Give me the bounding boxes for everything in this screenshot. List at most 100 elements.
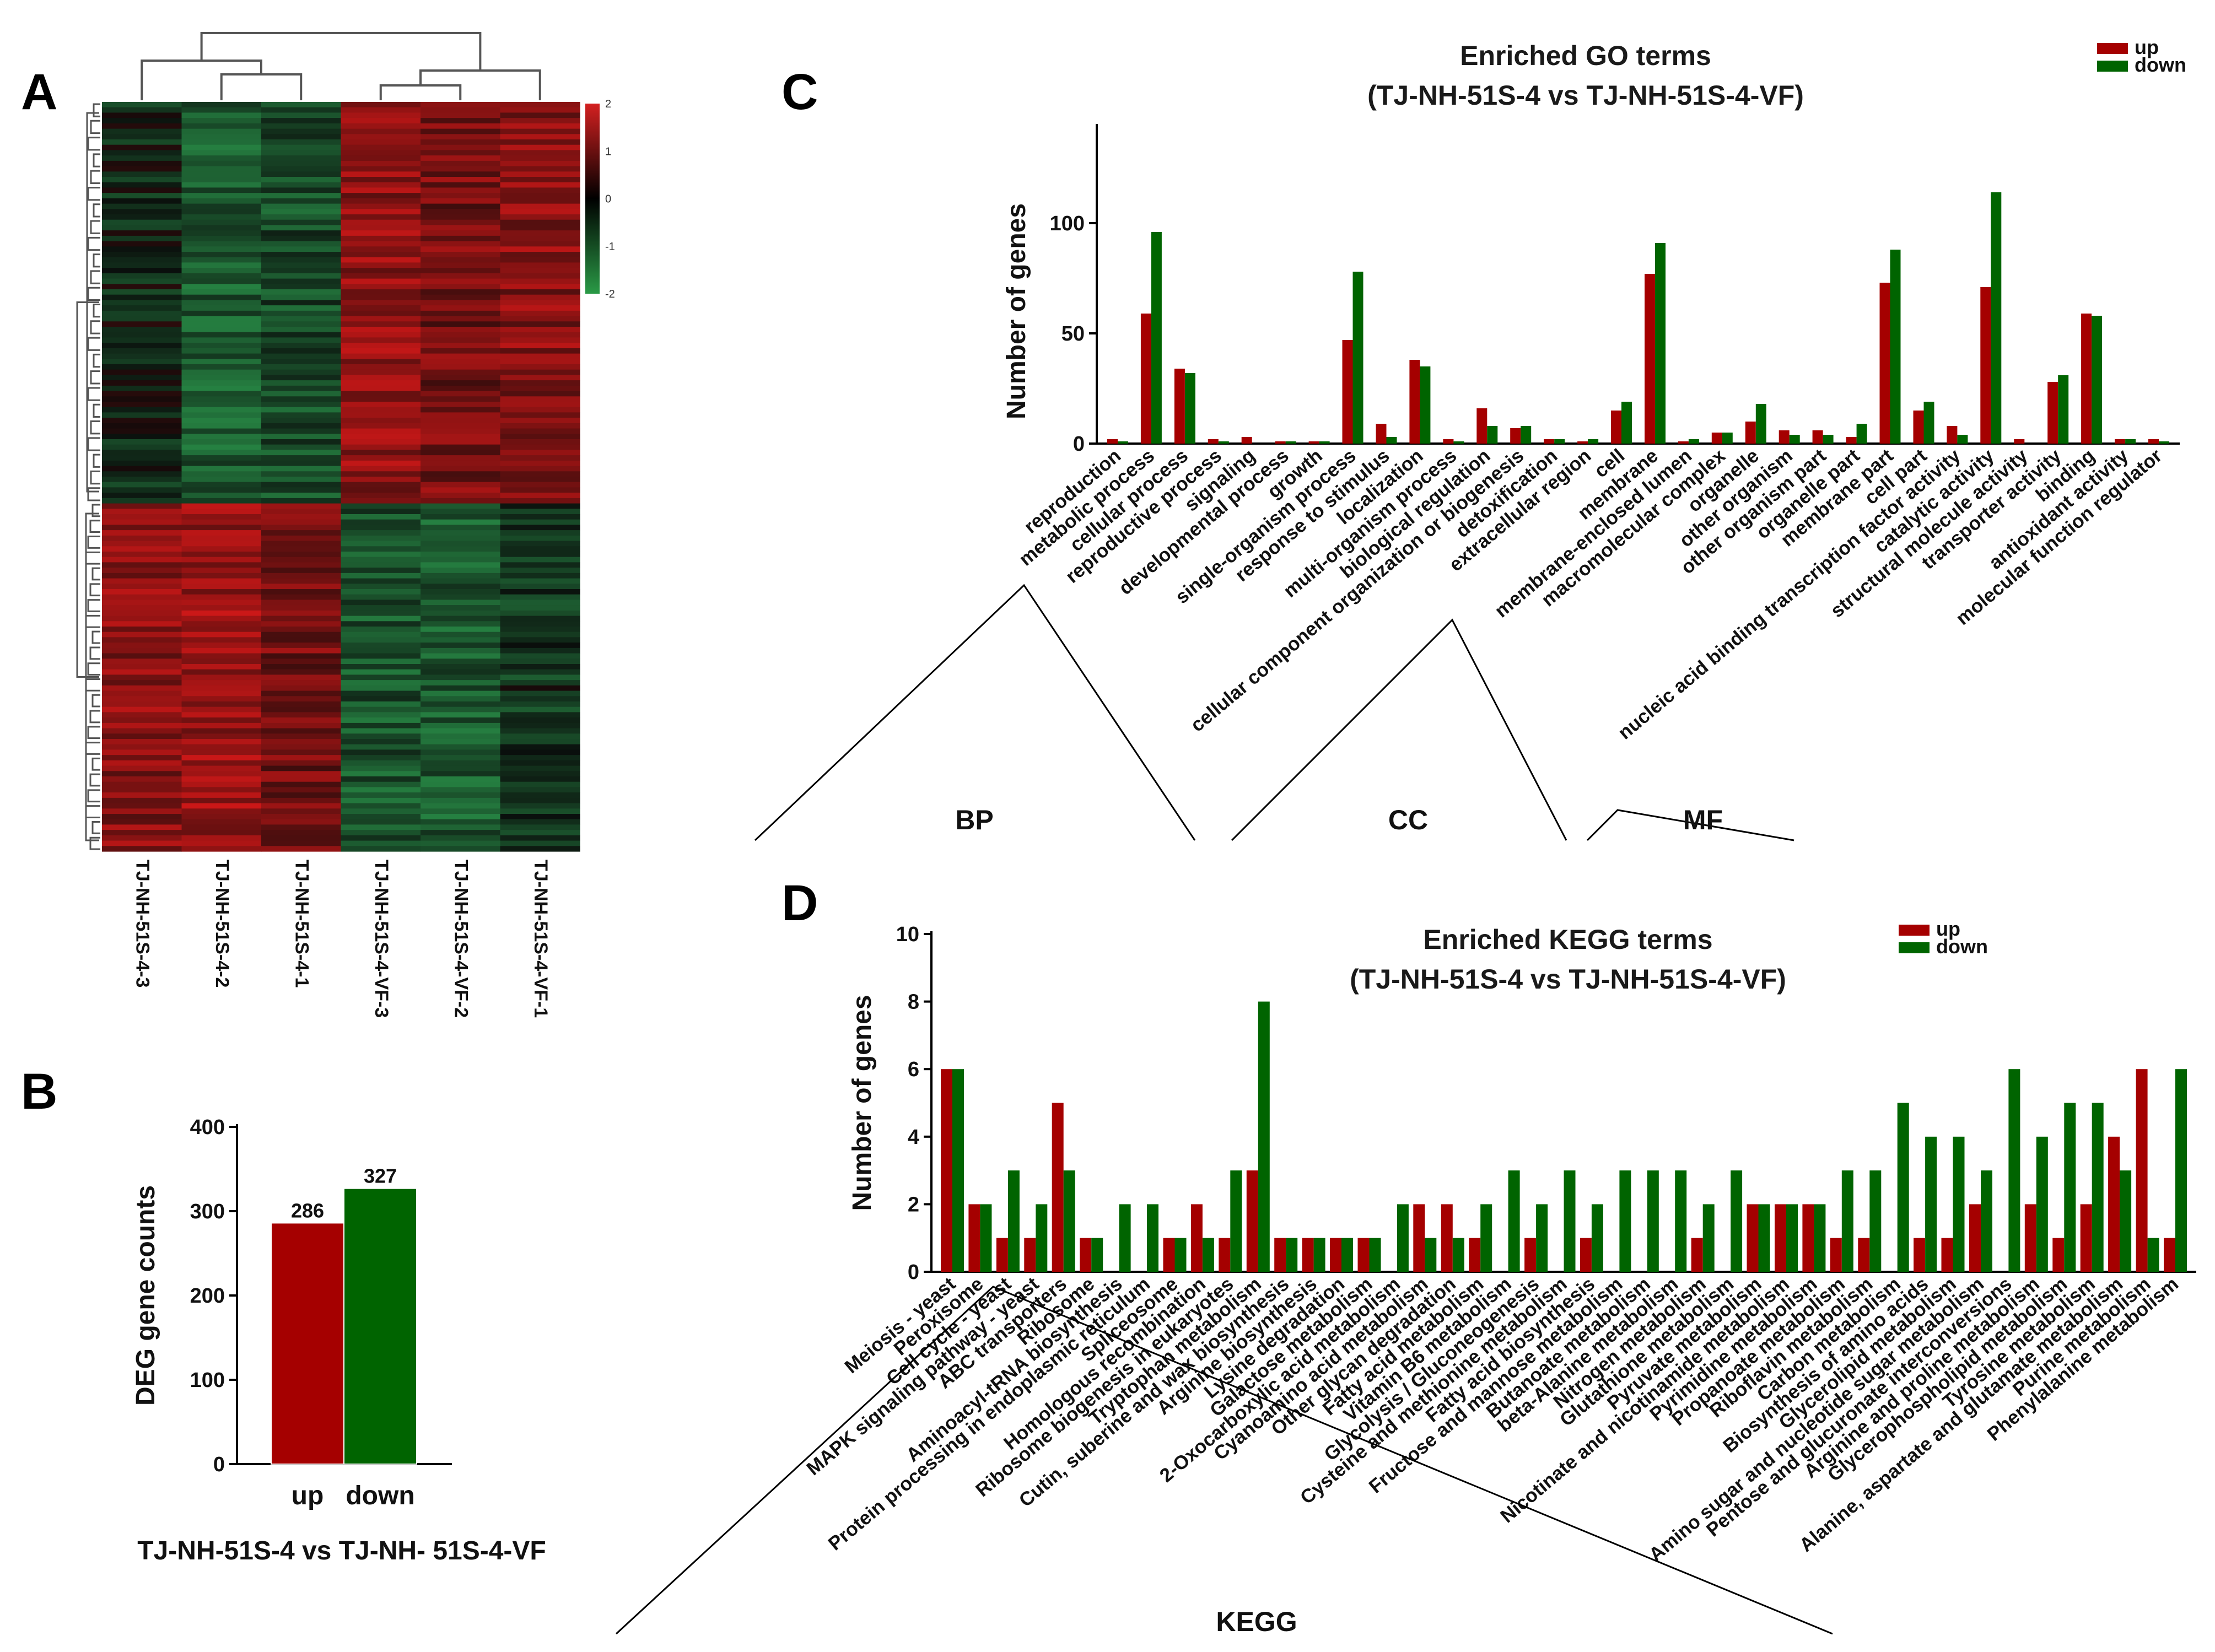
heatmap-cell <box>261 102 342 108</box>
dendrogram-branch <box>87 337 100 351</box>
heatmap-cell <box>261 375 342 381</box>
heatmap-cell <box>500 653 580 659</box>
heatmap-cell <box>421 525 501 531</box>
bar-up <box>1524 1238 1537 1272</box>
heatmap-cell <box>181 493 262 499</box>
y-tick-label: 0 <box>213 1453 225 1476</box>
heatmap-cell <box>102 268 182 274</box>
y-axis-label: Number of genes <box>1002 203 1031 419</box>
heatmap-cell <box>341 760 421 766</box>
heatmap-cell <box>421 803 501 809</box>
heatmap-cell <box>421 594 501 600</box>
heatmap-cell <box>500 450 580 456</box>
heatmap-cell <box>421 509 501 515</box>
heatmap-cell <box>500 776 580 782</box>
heatmap-cell <box>421 134 501 140</box>
heatmap-cell <box>500 600 580 606</box>
heatmap-cell <box>181 402 262 408</box>
heatmap-cell <box>500 749 580 755</box>
heatmap-cell <box>341 418 421 424</box>
heatmap-cell <box>181 257 262 263</box>
sample-label: TJ-NH-51S-4-VF-1 <box>530 860 551 1018</box>
heatmap-cell <box>181 803 262 809</box>
heatmap-cell <box>181 423 262 429</box>
heatmap-cell <box>102 487 182 493</box>
heatmap-cell <box>261 428 342 434</box>
heatmap-cell <box>421 235 501 242</box>
bar-up <box>1947 426 1958 444</box>
bar-up <box>1969 1204 1981 1272</box>
heatmap-cell <box>181 830 262 836</box>
heatmap-cell <box>261 744 342 750</box>
heatmap-cell <box>421 739 501 745</box>
heatmap-cell <box>102 428 182 434</box>
heatmap-cell <box>421 118 501 124</box>
deg-count-chart: 0 100 200 300 400 DEG gene counts 286 up 327 down… <box>131 1116 546 1565</box>
bar-down <box>2175 1069 2187 1272</box>
bar-up <box>1914 1238 1926 1272</box>
heatmap-cell <box>500 112 580 118</box>
heatmap-cell <box>500 835 580 841</box>
heatmap-cell <box>421 460 501 467</box>
heatmap-cell <box>261 771 342 777</box>
heatmap-cell <box>341 514 421 520</box>
heatmap-cell <box>102 627 182 633</box>
heatmap-cell <box>181 337 262 343</box>
bar-down <box>1814 1204 1826 1272</box>
bar-up <box>1163 1238 1175 1272</box>
colorbar-tick-label: 0 <box>605 193 611 206</box>
heatmap-cell <box>341 123 421 129</box>
heatmap-cell <box>181 160 262 167</box>
bar-down <box>1591 1204 1603 1272</box>
dendrogram-branch <box>89 836 100 850</box>
bar-down <box>1758 1204 1770 1272</box>
heatmap-cell <box>341 455 421 461</box>
heatmap-cell <box>341 278 421 284</box>
kegg-enrichment-chart: 0 2 4 6 8 10 Number of genes Enriched KEGG term… <box>615 917 2196 1637</box>
bar-down <box>1147 1204 1158 1272</box>
heatmap-cell <box>102 600 182 606</box>
heatmap-cell <box>102 706 182 712</box>
heatmap-cell <box>500 771 580 777</box>
heatmap-cell <box>181 418 262 424</box>
heatmap-cell <box>181 487 262 493</box>
heatmap-cell <box>421 166 501 172</box>
heatmap-cell <box>261 369 342 375</box>
heatmap-cell <box>102 776 182 782</box>
heatmap-cell <box>261 182 342 188</box>
heatmap-colorbar <box>585 104 600 294</box>
legend-label-down: down <box>2135 53 2186 76</box>
heatmap-cell <box>181 525 262 531</box>
dendrogram-branch <box>93 353 100 368</box>
bar-up <box>2052 1238 2065 1272</box>
heatmap-cell <box>261 627 342 633</box>
heatmap-cell <box>500 717 580 724</box>
bar-down <box>2120 1170 2132 1272</box>
heatmap-cell <box>421 530 501 536</box>
heatmap-cell <box>102 284 182 290</box>
heatmap-cell <box>261 814 342 820</box>
heatmap-cell <box>261 835 342 841</box>
heatmap-cell <box>421 690 501 697</box>
heatmap-cell <box>102 230 182 236</box>
heatmap-cell <box>500 803 580 809</box>
heatmap-cell <box>421 605 501 611</box>
heatmap-cell <box>102 653 182 659</box>
chart-title: Enriched GO terms <box>1460 40 1711 71</box>
heatmap-cell <box>261 460 342 467</box>
heatmap-cell <box>341 391 421 397</box>
heatmap-cell <box>181 647 262 654</box>
heatmap-cell <box>181 482 262 488</box>
heatmap-cell <box>102 144 182 150</box>
heatmap-cell <box>421 728 501 734</box>
heatmap-cell <box>421 631 501 638</box>
heatmap-cell <box>261 765 342 771</box>
bar-down <box>1091 1238 1103 1272</box>
bar-down <box>1119 1204 1131 1272</box>
bar-up <box>1802 1204 1814 1272</box>
heatmap-cell <box>261 664 342 670</box>
heatmap-cell <box>341 552 421 558</box>
heatmap-cell <box>181 144 262 150</box>
heatmap-cell <box>500 701 580 708</box>
heatmap-cell <box>341 653 421 659</box>
